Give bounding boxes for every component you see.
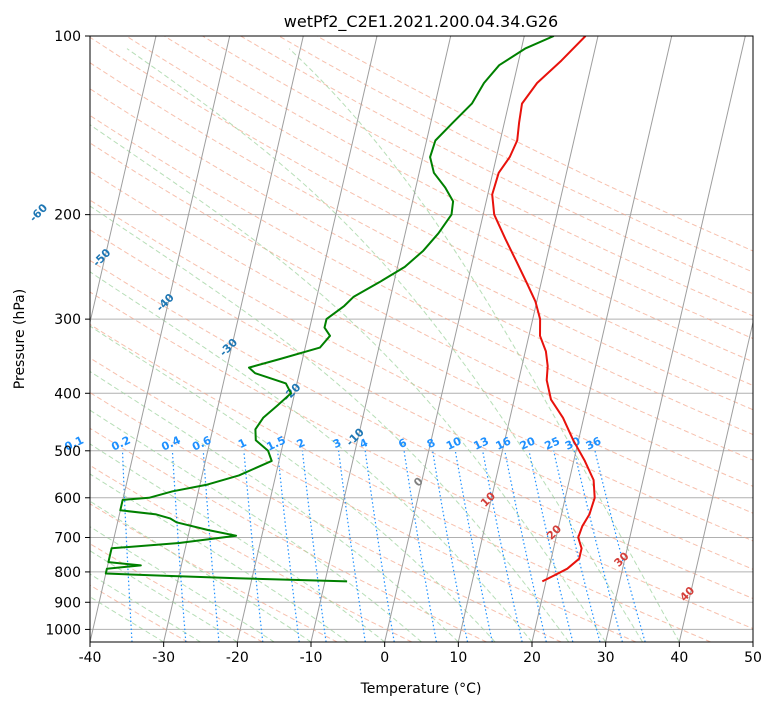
moist-adiabat-line xyxy=(90,473,349,642)
plot-frame xyxy=(89,35,754,643)
y-tick-label: 300 xyxy=(54,312,81,328)
x-tick-label: 0 xyxy=(380,650,389,666)
moist-adiabat-line xyxy=(90,500,312,642)
mixing-ratio-line xyxy=(432,450,469,642)
x-axis-title: Temperature (°C) xyxy=(360,681,482,697)
dry-adiabat-line xyxy=(90,142,753,487)
mixing-ratio-label: 20 xyxy=(518,434,538,452)
dry-adiabat-line xyxy=(90,291,753,630)
y-tick-label: 700 xyxy=(54,531,81,547)
isotherm-line xyxy=(310,36,452,642)
dry-adiabat-line xyxy=(90,36,753,387)
dry-adiabat-line xyxy=(240,36,753,295)
mixing-ratio-label: 10 xyxy=(444,434,464,452)
mixing-ratio-label: 25 xyxy=(543,434,562,452)
dry-adiabat-line xyxy=(90,199,753,542)
moist-adiabat-line xyxy=(90,409,422,642)
x-tick-label: 10 xyxy=(449,650,467,666)
background-lines xyxy=(90,36,753,642)
mixing-ratio-line xyxy=(243,450,264,642)
isotherm-line xyxy=(531,36,673,642)
y-tick-label: 500 xyxy=(54,444,81,460)
dry-adiabat-line xyxy=(90,229,753,570)
moist-adiabat-line xyxy=(90,526,275,642)
isotherm-line xyxy=(605,36,746,642)
x-tick-label: 30 xyxy=(597,650,615,666)
chart-title: wetPf2_C2E1.2021.200.04.34.G26 xyxy=(284,12,558,32)
y-tick-label: 600 xyxy=(54,491,81,507)
y-tick-label: 400 xyxy=(54,386,81,402)
y-axis-title: Pressure (hPa) xyxy=(12,289,28,389)
dry-adiabat-line xyxy=(164,36,753,340)
y-tick-label: 1000 xyxy=(45,622,81,638)
moist-adiabat-line xyxy=(90,550,238,642)
mixing-ratio-line xyxy=(553,450,601,642)
moist-adiabat-line xyxy=(90,325,496,642)
mixing-ratio-label: 13 xyxy=(471,434,490,452)
x-tick-label: -40 xyxy=(79,650,102,666)
mixing-ratio-line xyxy=(277,450,300,642)
y-tick-label: 900 xyxy=(54,595,81,611)
mixing-ratio-line xyxy=(482,450,523,642)
y-tick-label: 100 xyxy=(54,29,81,45)
x-tick-label: 40 xyxy=(670,650,688,666)
mixing-ratio-line xyxy=(504,450,547,642)
moist-adiabat-line xyxy=(90,573,201,642)
moist-adiabat-line xyxy=(126,48,643,642)
moist-adiabat-line xyxy=(90,124,607,642)
moist-adiabat-line xyxy=(90,370,459,642)
y-tick-label: 200 xyxy=(54,208,81,224)
series-layer xyxy=(104,36,596,583)
temperature-profile-line xyxy=(491,36,596,583)
mixing-ratio-line xyxy=(301,450,327,642)
isotherm-line xyxy=(236,36,378,642)
x-tick-label: 20 xyxy=(523,650,541,666)
dry-adiabat-line xyxy=(125,36,753,363)
dry-adiabat-line xyxy=(90,170,753,514)
dry-adiabat-line xyxy=(202,36,753,317)
mixing-ratio-line xyxy=(171,450,187,642)
dry-adiabat-line xyxy=(90,62,753,411)
axes: -40 -30 -20 -10 0 10 20 30 40 50 100 200 300 400 500 60… xyxy=(45,29,762,666)
mixing-ratio-line xyxy=(454,450,493,642)
moist-adiabat-line xyxy=(90,205,570,642)
y-tick-label: 800 xyxy=(54,565,81,581)
dry-adiabat-line xyxy=(90,427,487,642)
isotherm-line xyxy=(457,36,599,642)
x-tick-label: 50 xyxy=(744,650,762,666)
x-tick-label: -30 xyxy=(152,650,175,666)
x-tick-label: -10 xyxy=(300,650,323,666)
isotherm-line xyxy=(90,36,231,642)
moist-adiabat-line xyxy=(90,271,533,642)
mixing-ratio-label: 16 xyxy=(494,434,514,452)
mixing-ratio-line xyxy=(573,450,623,642)
dewpoint-profile-line xyxy=(104,36,555,583)
mixing-ratio-label: 36 xyxy=(584,434,604,452)
dry-adiabat-line xyxy=(90,584,188,642)
moist-adiabat-line xyxy=(90,443,385,642)
mixing-ratio-line xyxy=(528,450,574,642)
mixing-ratio-line xyxy=(338,450,366,642)
isotherm-line xyxy=(678,320,753,642)
dry-adiabat-line xyxy=(90,503,338,642)
mixing-ratio-line xyxy=(202,450,220,642)
isotherm-line xyxy=(90,36,157,325)
dry-adiabat-line xyxy=(90,323,711,642)
isotherm-line xyxy=(384,36,525,642)
x-tick-label: -20 xyxy=(226,650,249,666)
dry-adiabat-line xyxy=(90,392,562,642)
